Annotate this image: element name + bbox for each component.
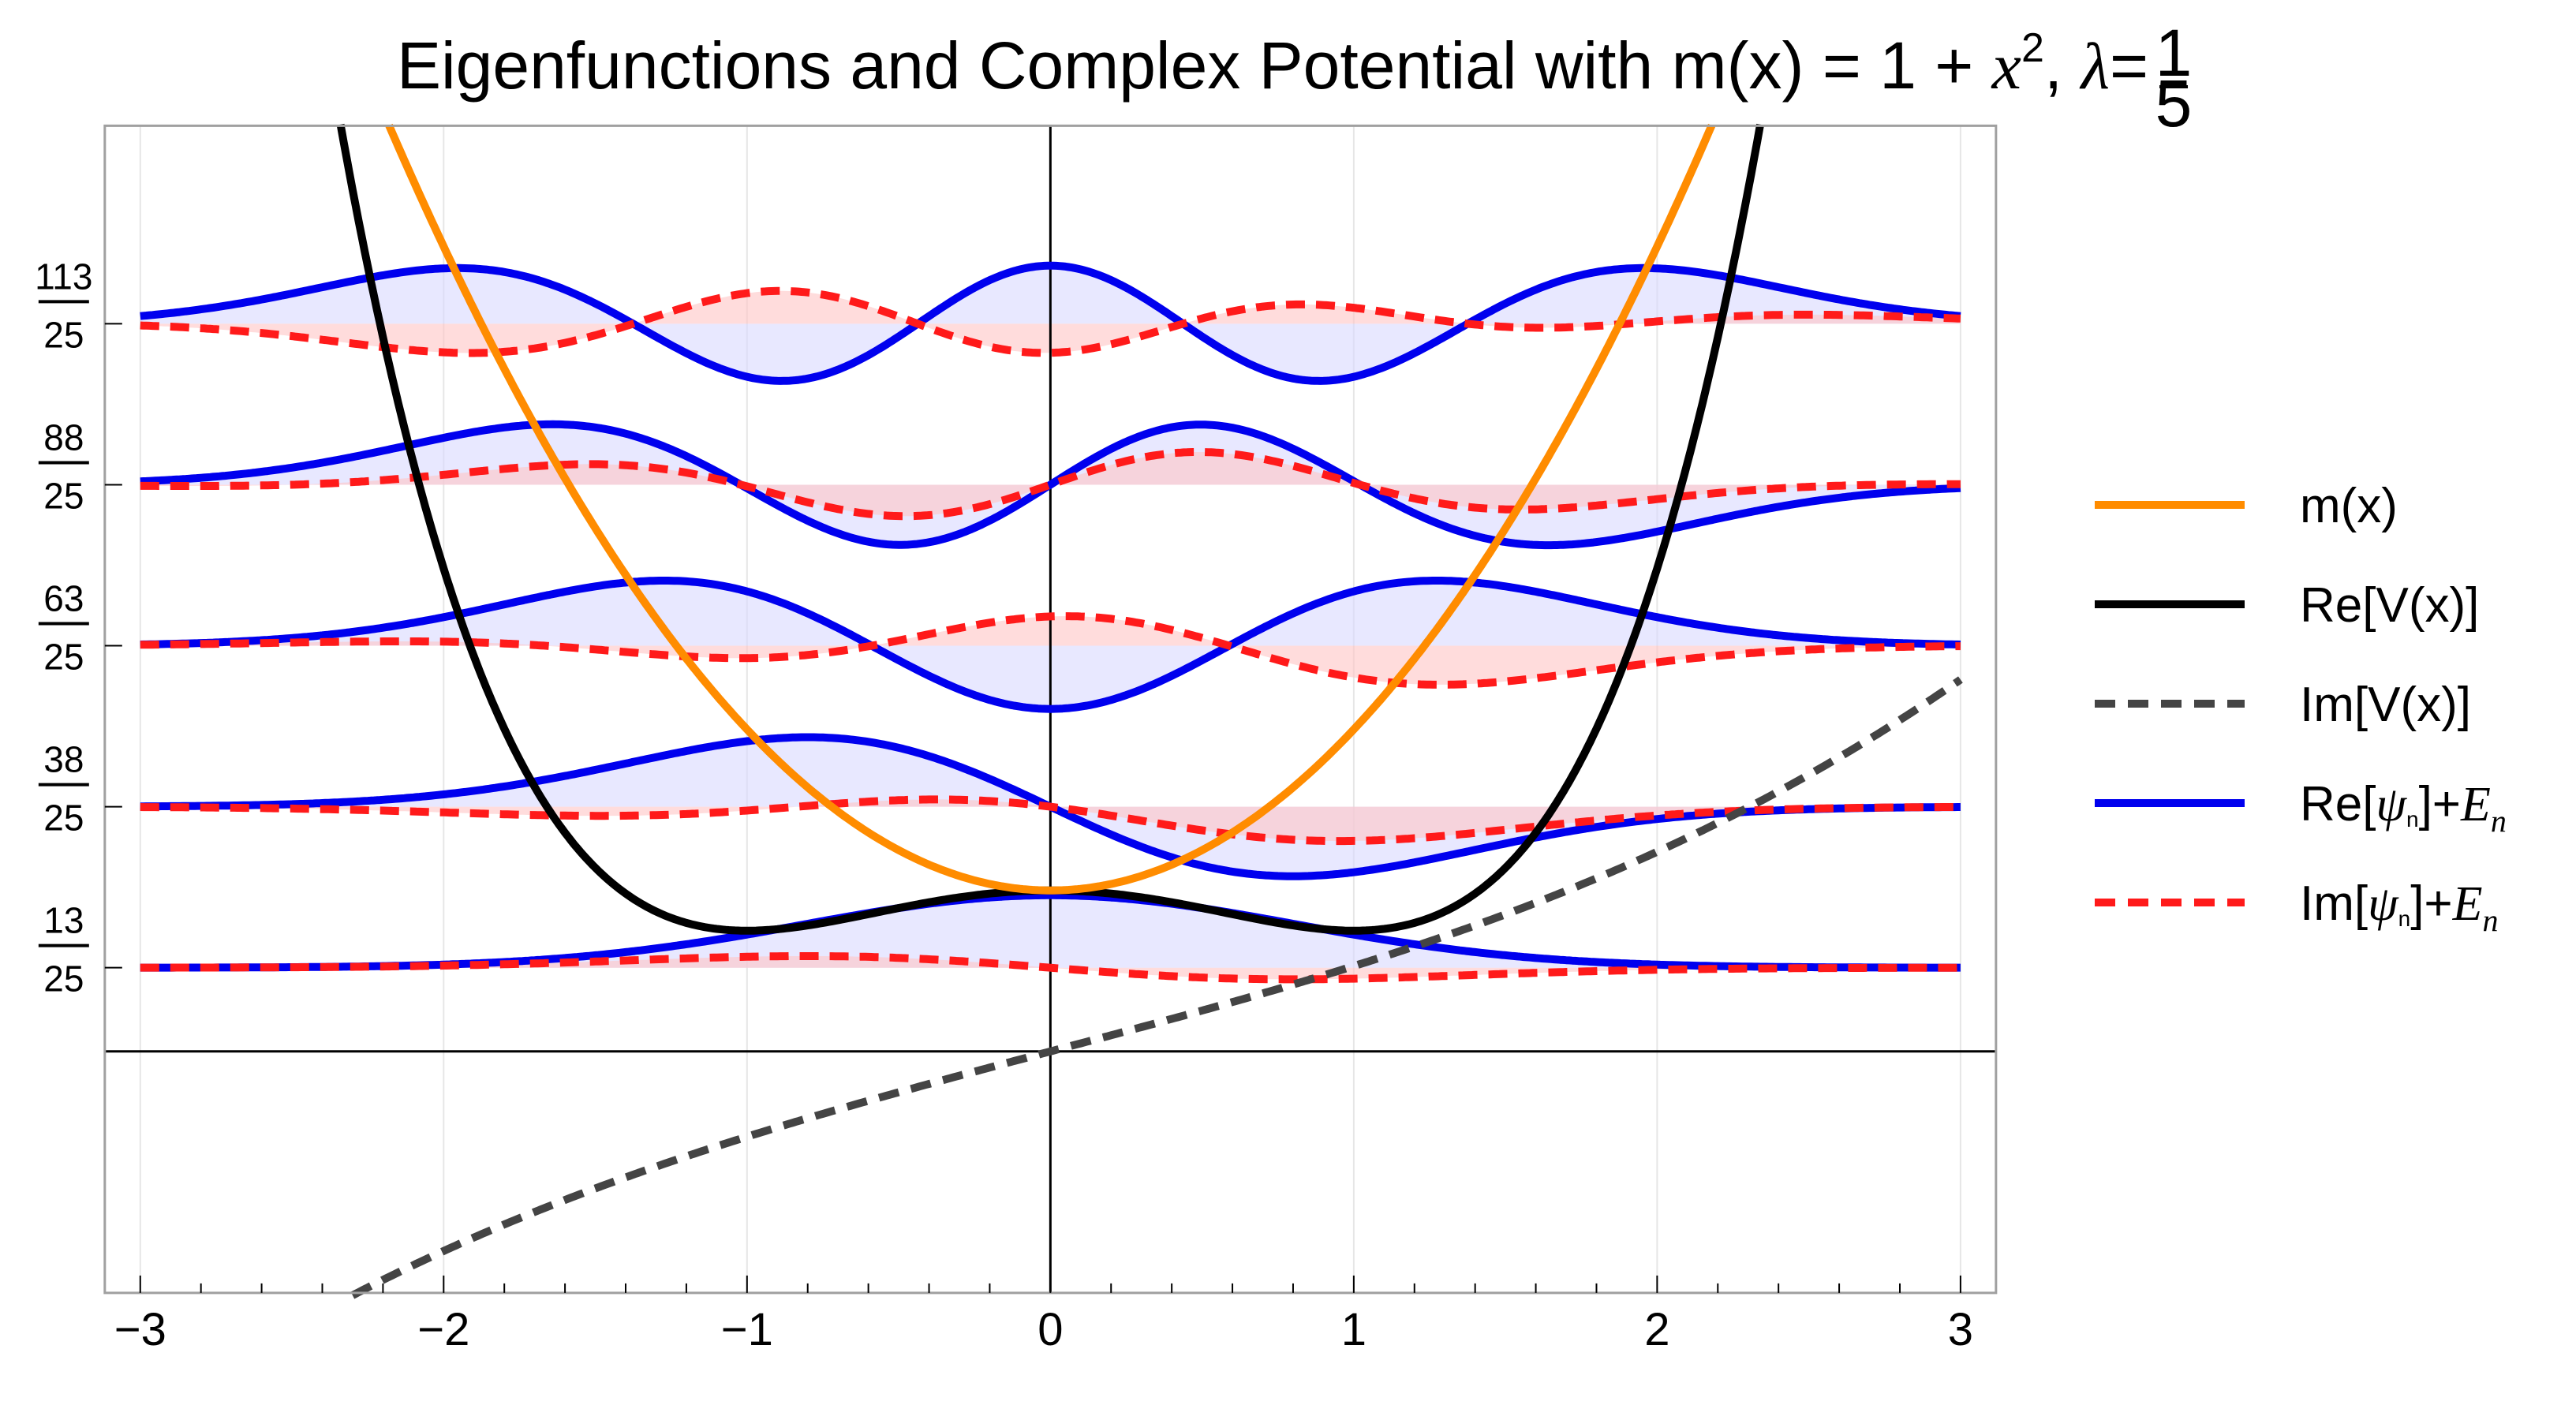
im-psi-curve-3: [140, 448, 1961, 521]
x-tick-label: 2: [1644, 1304, 1669, 1355]
legend-label-rev: Re[V(x)]: [2300, 578, 2479, 633]
im-psi-curve-4: [140, 286, 1961, 357]
title-eq: =: [2110, 28, 2148, 103]
im-psi-curve-1: [140, 795, 1961, 846]
energy-label-denominator: 25: [43, 314, 84, 355]
im-psi-curve-0: [140, 952, 1961, 984]
title-sep: ,: [2044, 28, 2081, 103]
energy-label-denominator: 25: [43, 475, 84, 516]
legend-label-repsi: Re[ψn]+En: [2300, 777, 2507, 839]
chart-title: Eigenfunctions and Complex Potential wit…: [397, 25, 2148, 103]
x-tick-label: −1: [721, 1304, 773, 1355]
legend: m(x) Re[V(x)] Im[V(x)] Re[ψn]+En Im[ψn]+En: [2095, 479, 2507, 938]
x-axis-ticks: −3 −2 −1 0 1 2 3: [114, 1275, 1973, 1355]
title-x-var: x: [1991, 30, 2021, 103]
im-psi-fill-2: [140, 616, 1961, 685]
x-tick-label: −2: [417, 1304, 469, 1355]
y-axis-energy-labels: 13 25 38 25 63 25 88 25 113 25: [35, 256, 122, 1000]
title-main: Eigenfunctions and Complex Potential wit…: [397, 28, 1992, 103]
title-lambda-numerator: 1: [2155, 16, 2193, 90]
energy-label-numerator: 38: [43, 739, 84, 780]
x-tick-label: 0: [1038, 1304, 1063, 1355]
legend-label-impsi: Im[ψn]+En: [2300, 876, 2499, 938]
energy-label-numerator: 63: [43, 578, 84, 619]
energy-label-denominator: 25: [43, 958, 84, 1000]
energy-label-numerator: 113: [35, 256, 92, 297]
x-tick-label: 1: [1341, 1304, 1367, 1355]
im-psi-fill-1: [140, 799, 1961, 842]
energy-label-numerator: 13: [43, 900, 84, 941]
energy-label-denominator: 25: [43, 637, 84, 678]
title-lambda-denominator: 5: [2155, 66, 2193, 140]
energy-label-denominator: 25: [43, 798, 84, 839]
re-psi-curve-3: [139, 420, 1962, 550]
curves: [139, 123, 1963, 1299]
re-psi-fill-2: [140, 581, 1961, 709]
energy-label-numerator: 88: [43, 417, 84, 458]
legend-label-imv: Im[V(x)]: [2300, 678, 2471, 732]
title-lambda: λ: [2079, 30, 2110, 103]
legend-label-m: m(x): [2300, 479, 2398, 533]
x-tick-label: −3: [114, 1304, 166, 1355]
im-psi-curve-2: [140, 612, 1961, 689]
title-superscript: 2: [2021, 25, 2044, 71]
re-psi-curve-4: [139, 261, 1962, 385]
m-curve: [385, 123, 1716, 895]
re-psi-curve-2: [139, 577, 1962, 713]
re-psi-fill-3: [140, 424, 1961, 546]
x-tick-label: 3: [1948, 1304, 1973, 1355]
